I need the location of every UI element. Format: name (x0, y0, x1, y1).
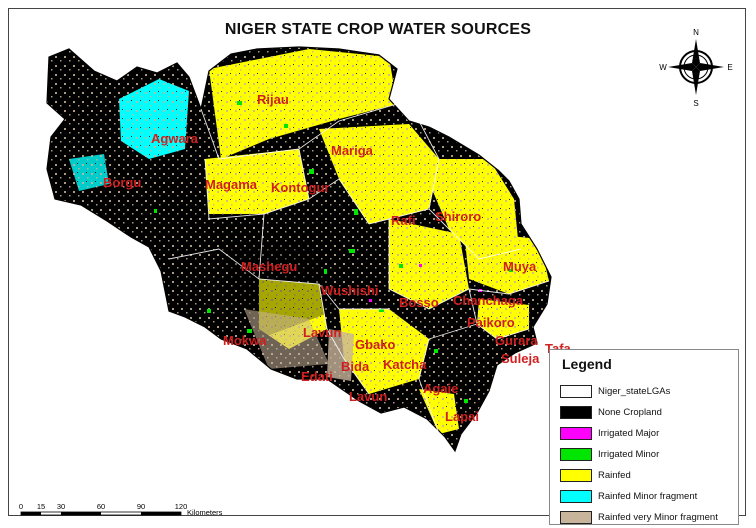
scale-tick-label: 60 (97, 502, 105, 511)
lga-label: Magama (205, 177, 258, 192)
lga-label: Agwara (151, 131, 199, 146)
lga-label: Agaie (423, 381, 458, 396)
lga-label: Mariga (331, 143, 374, 158)
lga-label: Gurara (495, 333, 538, 348)
scale-unit: Kilometers (187, 508, 223, 517)
lga-label: Mashegu (241, 259, 297, 274)
lga-label: Bosso (399, 295, 439, 310)
south-label: S (693, 99, 698, 107)
scale-bar: 0 15 30 60 90 120 Kilometers (19, 502, 223, 517)
legend-label: Rainfed Minor fragment (598, 490, 698, 502)
scale-tick-label: 120 (175, 502, 188, 511)
legend-swatch (560, 447, 592, 461)
lga-label: Mokwa (223, 333, 267, 348)
map-frame: NIGER STATE CROP WATER SOURCES (8, 8, 746, 525)
north-label: N (693, 28, 699, 37)
lga-label: Edati (301, 369, 333, 384)
scale-tick-label: 30 (57, 502, 65, 511)
legend-swatch (560, 384, 592, 398)
lga-label: Lapai (445, 409, 479, 424)
map-title: NIGER STATE CROP WATER SOURCES (224, 21, 532, 38)
legend-item-rainfed: Rainfed (560, 468, 631, 482)
legend-swatch (560, 426, 592, 440)
legend-label: None Cropland (598, 406, 662, 418)
lga-label: Bida (341, 359, 370, 374)
legend-label: Rainfed (598, 469, 631, 481)
lga-label: Chanchaga (453, 293, 524, 308)
scale-segment (61, 512, 101, 515)
east-label: E (727, 63, 732, 72)
lga-label: Lavun (303, 325, 341, 340)
legend-label: Niger_stateLGAs (598, 385, 671, 397)
west-label: W (659, 63, 667, 72)
scale-fills (21, 512, 181, 515)
legend: Legend Niger_stateLGAs None Cropland Irr… (549, 349, 739, 525)
map-canvas: Rijau Agwara Borgu Mariga Magama Kontogu… (46, 46, 572, 452)
legend-item-lgas: Niger_stateLGAs (560, 384, 670, 398)
legend-swatch (560, 405, 592, 419)
legend-label: Irrigated Minor (598, 448, 660, 460)
legend-item-rainfed-very-minor: Rainfed very Minor fragment (560, 510, 718, 524)
legend-swatch (560, 468, 592, 482)
lga-labels: Rijau Agwara Borgu Mariga Magama Kontogu… (103, 92, 572, 424)
scale-tick-label: 0 (19, 502, 23, 511)
lga-label: Rijau (257, 92, 289, 107)
lga-label: Borgu (103, 175, 141, 190)
scale-segment (21, 512, 41, 515)
scale-segment (141, 512, 181, 515)
lga-label: Lavun (349, 389, 387, 404)
north-arrow-icon: N S W E (659, 28, 732, 107)
lga-label: Muya (503, 259, 537, 274)
lga-label: Katcha (383, 357, 427, 372)
legend-swatch (560, 489, 592, 503)
lga-label: Wushishi (321, 283, 379, 298)
legend-label: Irrigated Major (598, 427, 660, 439)
legend-swatch (560, 510, 592, 524)
legend-label: Rainfed very Minor fragment (598, 511, 718, 523)
legend-item-rainfed-minor: Rainfed Minor fragment (560, 489, 697, 503)
scale-tick-label: 90 (137, 502, 145, 511)
legend-item-none-cropland: None Cropland (560, 405, 662, 419)
scale-ticks: 0 15 30 60 90 120 (19, 502, 187, 511)
lga-label: Rafi (391, 213, 416, 228)
legend-item-irrigated-major: Irrigated Major (560, 426, 659, 440)
legend-title: Legend (562, 356, 612, 372)
legend-item-irrigated-minor: Irrigated Minor (560, 447, 659, 461)
lga-label: Shiroro (435, 209, 481, 224)
lga-label: Kontogur (271, 180, 329, 195)
scale-tick-label: 15 (37, 502, 45, 511)
lga-label: Suleja (501, 351, 540, 366)
lga-label: Gbako (355, 337, 396, 352)
lga-boundaries (168, 103, 550, 435)
lga-label: Paikoro (467, 315, 515, 330)
